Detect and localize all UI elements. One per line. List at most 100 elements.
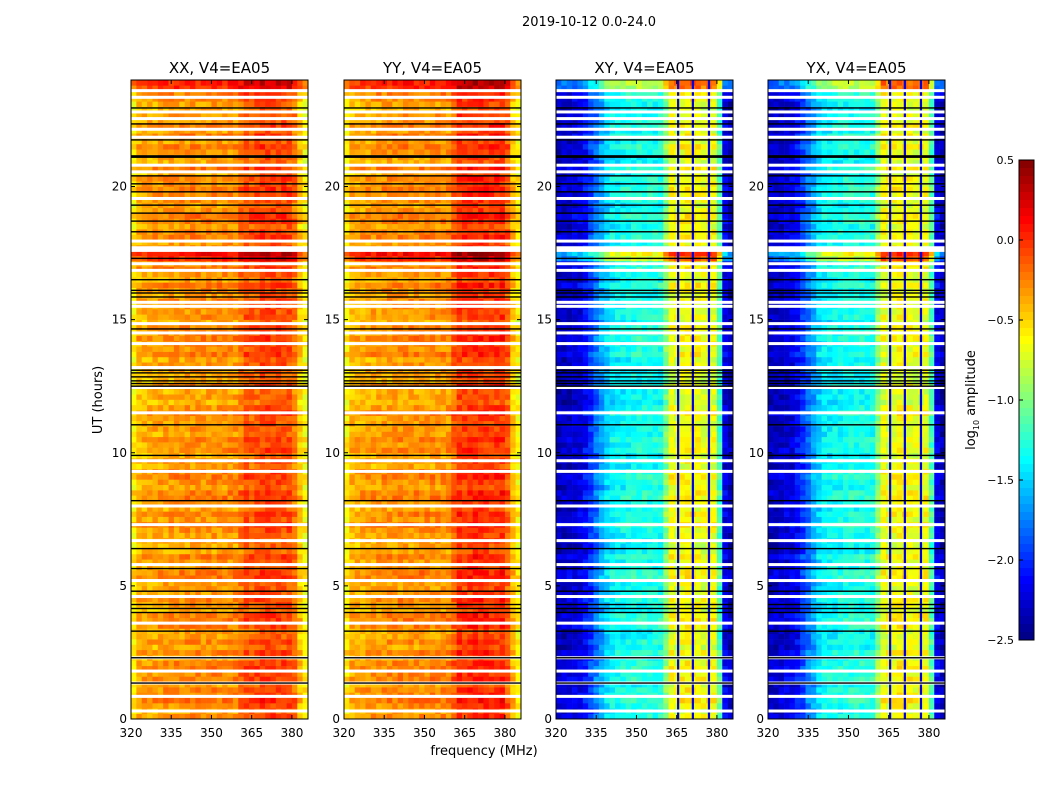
- heatmap-cell: [344, 644, 350, 651]
- heatmap-cell: [265, 575, 271, 581]
- heatmap-cell: [275, 671, 282, 677]
- heatmap-cell: [243, 633, 250, 640]
- heatmap-cell: [206, 665, 212, 672]
- heatmap-cell: [211, 282, 218, 288]
- heatmap-cell: [249, 697, 255, 704]
- heatmap-cell: [281, 223, 287, 230]
- heatmap-cell: [270, 80, 277, 86]
- heatmap-cell: [163, 191, 169, 198]
- heatmap-cell: [131, 111, 137, 118]
- heatmap-cell: [302, 308, 309, 315]
- heatmap-cell: [141, 388, 148, 395]
- heatmap-cell: [168, 351, 175, 358]
- heatmap-cell: [365, 623, 372, 629]
- heatmap-cell: [494, 660, 500, 667]
- heatmap-cell: [403, 575, 409, 581]
- heatmap-cell: [190, 676, 196, 683]
- heatmap-cell: [131, 314, 137, 320]
- heatmap-cell: [265, 85, 271, 91]
- heatmap-cell: [254, 484, 261, 491]
- heatmap-cell: [157, 639, 164, 645]
- heatmap-cell: [281, 80, 287, 86]
- flag-line-white: [131, 248, 308, 252]
- heatmap-cell: [259, 138, 266, 145]
- heatmap-cell: [238, 575, 244, 581]
- heatmap-cell: [206, 80, 212, 86]
- heatmap-cell: [365, 703, 372, 709]
- heatmap-cell: [157, 335, 164, 342]
- heatmap-cell: [445, 660, 452, 667]
- heatmap-cell: [281, 101, 287, 107]
- heatmap-cell: [195, 351, 202, 358]
- heatmap-cell: [141, 580, 148, 587]
- heatmap-cell: [147, 388, 153, 395]
- heatmap-cell: [386, 591, 393, 597]
- heatmap-cell: [297, 644, 303, 651]
- heatmap-cell: [281, 569, 287, 576]
- heatmap-cell: [467, 617, 474, 624]
- heatmap-cell: [488, 585, 495, 592]
- heatmap-cell: [445, 596, 452, 603]
- heatmap-cell: [499, 596, 506, 603]
- heatmap-cell: [211, 447, 218, 454]
- heatmap-cell: [179, 436, 185, 443]
- heatmap-cell: [179, 356, 185, 363]
- heatmap-cell: [478, 607, 484, 613]
- heatmap-cell: [515, 665, 522, 672]
- heatmap-cell: [249, 138, 255, 145]
- heatmap-cell: [195, 399, 202, 406]
- heatmap-cell: [211, 207, 218, 214]
- heatmap-cell: [131, 234, 137, 241]
- heatmap-cell: [243, 234, 250, 241]
- flag-line-white: [131, 595, 308, 599]
- flag-line-black: [131, 603, 308, 606]
- heatmap-cell: [147, 559, 153, 565]
- heatmap-cell: [232, 356, 239, 363]
- heatmap-cell: [206, 532, 212, 539]
- heatmap-cell: [499, 639, 506, 645]
- heatmap-cell: [157, 703, 164, 709]
- heatmap-cell: [435, 575, 441, 581]
- heatmap-cell: [249, 665, 255, 672]
- heatmap-cell: [131, 271, 137, 278]
- heatmap-cell: [152, 324, 159, 331]
- heatmap-cell: [302, 346, 309, 352]
- heatmap-cell: [413, 703, 420, 709]
- flag-line-white: [131, 539, 308, 543]
- heatmap-cell: [397, 633, 404, 640]
- heatmap-cell: [173, 580, 180, 587]
- heatmap-cell: [173, 644, 180, 651]
- heatmap-cell: [136, 308, 143, 315]
- heatmap-cell: [419, 644, 425, 651]
- heatmap-cell: [200, 490, 207, 496]
- heatmap-cell: [275, 420, 282, 427]
- heatmap-cell: [200, 474, 207, 480]
- heatmap-cell: [190, 80, 196, 86]
- heatmap-cell: [483, 585, 490, 592]
- heatmap-cell: [291, 697, 298, 704]
- heatmap-cell: [184, 639, 191, 645]
- heatmap-cell: [141, 175, 148, 182]
- heatmap-cell: [179, 713, 185, 720]
- heatmap-cell: [403, 703, 409, 709]
- heatmap-cell: [211, 250, 218, 257]
- heatmap-cell: [173, 186, 180, 193]
- heatmap-cell: [131, 607, 137, 613]
- heatmap-cell: [136, 271, 143, 278]
- heatmap-cell: [254, 191, 261, 198]
- heatmap-cell: [408, 676, 415, 683]
- heatmap-cell: [392, 612, 398, 619]
- flag-line-black: [131, 454, 308, 457]
- heatmap-cell: [249, 474, 255, 480]
- heatmap-cell: [286, 80, 293, 86]
- heatmap-cell: [462, 617, 468, 624]
- heatmap-cell: [216, 415, 223, 422]
- heatmap-cell: [478, 644, 484, 651]
- heatmap-cell: [163, 271, 169, 278]
- heatmap-cell: [254, 207, 261, 214]
- heatmap-cell: [281, 703, 287, 709]
- heatmap-cell: [184, 575, 191, 581]
- heatmap-cell: [403, 585, 409, 592]
- heatmap-cell: [141, 426, 148, 432]
- heatmap-cell: [424, 703, 431, 709]
